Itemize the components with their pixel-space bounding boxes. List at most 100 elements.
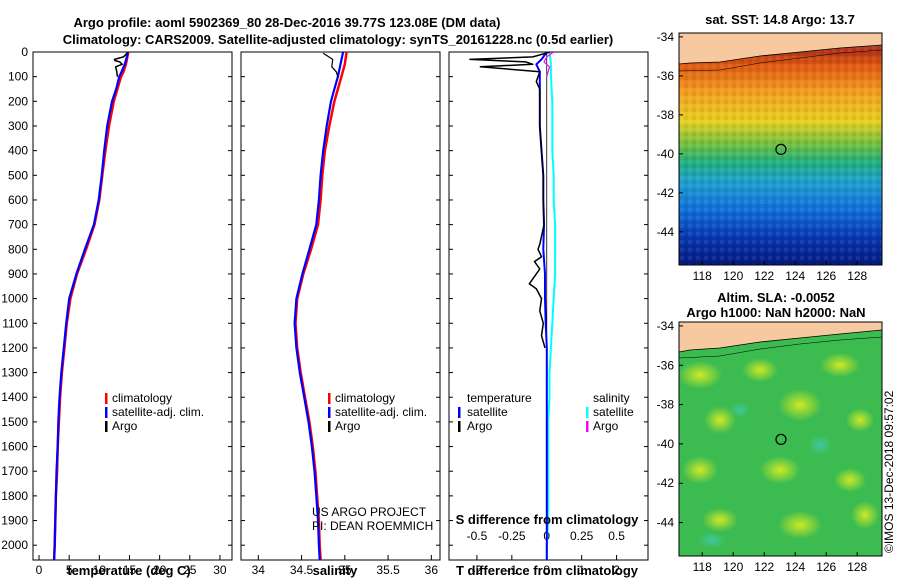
depth-tick-label: 1700 [1, 464, 28, 478]
legend-swatch [586, 421, 589, 432]
sla-map-frame [678, 321, 883, 557]
sst-map-axes: 118 120 122 124 126 128 -34 -36 -38 -40 -42 -44 [657, 30, 868, 283]
sla-anomaly-blob [742, 358, 778, 382]
sla-anomaly-blob [846, 408, 874, 432]
sst-map-texture [679, 33, 882, 265]
sla-map-blobs [678, 353, 879, 548]
diff-salinity-satellite-line [545, 52, 557, 560]
x-tick-label: -2 [472, 563, 483, 577]
temperature-series [52, 52, 130, 560]
legend-swatch [105, 407, 108, 418]
legend-swatch [105, 421, 108, 432]
map-x-tick-label: 124 [785, 269, 805, 283]
sst-map-panel: sat. SST: 14.8 Argo: 13.7 118 120 122 124 12… [657, 12, 883, 283]
salinity-frame [240, 51, 441, 561]
depth-tick-label: 100 [8, 70, 28, 84]
map-y-tick-label: -34 [657, 30, 675, 44]
sla-anomaly-blob [778, 389, 822, 421]
temperature-satellite-line [53, 52, 129, 560]
map-y-tick-label: -34 [657, 319, 675, 333]
salinity-xlabel: salinity [313, 563, 359, 578]
sla-map-axes: 118 120 122 124 126 128 -34 -36 -38 -40 -42 -44 [657, 319, 868, 574]
diff-salinity-argo-line [543, 52, 555, 77]
legend-label: climatology [335, 391, 395, 405]
sla-anomaly-blob [820, 353, 860, 377]
x-tick-label: 35 [338, 563, 352, 577]
map-x-tick-label: 128 [847, 269, 867, 283]
salinity-series [293, 52, 348, 560]
legend-label: Argo [593, 419, 619, 433]
figure-title-line1: Argo profile: aoml 5902369_80 28-Dec-201… [73, 15, 500, 30]
map-x-tick-label: 118 [693, 560, 712, 574]
legend-label: satellite [467, 405, 508, 419]
x-tick-label: 20 [153, 563, 167, 577]
sla-anomaly-blob [704, 406, 736, 434]
difference-s-label: S difference from climatology [456, 512, 640, 527]
map-y-tick-label: -44 [657, 516, 675, 530]
temperature-x-axis: 0 5 10 15 20 25 30 [36, 555, 227, 577]
diff-temperature-satellite-line [535, 52, 548, 560]
s-tick-label: 0.5 [608, 529, 625, 543]
legend-swatch [328, 407, 331, 418]
map-y-tick-label: -38 [657, 108, 675, 122]
x-tick-label: 5 [66, 563, 73, 577]
s-tick-label: -0.5 [467, 529, 488, 543]
map-x-tick-label: 126 [816, 560, 836, 574]
credit-line1: US ARGO PROJECT [312, 505, 427, 519]
depth-tick-label: 900 [8, 267, 28, 281]
sst-map-title: sat. SST: 14.8 Argo: 13.7 [705, 12, 855, 27]
legend-label: satellite-adj. clim. [112, 405, 204, 419]
temperature-climatology-line [52, 52, 130, 560]
depth-tick-label: 1500 [1, 415, 28, 429]
sla-map-title-line2: Argo h1000: NaN h2000: NaN [686, 305, 865, 320]
temperature-xlabel: temperature (deg C) [67, 563, 191, 578]
depth-tick-label: 1600 [1, 440, 28, 454]
difference-xlabel: T difference from climatology [456, 563, 639, 578]
x-tick-label: 15 [123, 563, 137, 577]
map-x-tick-label: 124 [785, 560, 805, 574]
sst-coastline [678, 44, 883, 65]
map-y-tick-label: -44 [657, 225, 675, 239]
map-x-tick-label: 120 [723, 560, 743, 574]
legend-swatch [328, 393, 331, 404]
figure-title-line2: Climatology: CARS2009. Satellite-adjuste… [63, 32, 614, 47]
diff-temperature-argo-line [469, 52, 551, 349]
sst-map-frame [678, 32, 883, 266]
legend-swatch [586, 407, 589, 418]
sla-anomaly-blob [702, 508, 738, 532]
sla-argo-location-marker [775, 433, 787, 445]
legend-label: climatology [112, 391, 172, 405]
legend-label: satellite [593, 405, 634, 419]
depth-tick-label: 600 [8, 193, 28, 207]
sla-map-title-line1: Altim. SLA: -0.0052 [717, 290, 835, 305]
depth-tick-label: 1200 [1, 341, 28, 355]
depth-tick-label: 1800 [1, 489, 28, 503]
depth-tick-label: 1400 [1, 390, 28, 404]
salinity-satellite-line [293, 52, 345, 560]
legend-swatch [105, 393, 108, 404]
legend-header-salinity: salinity [593, 391, 630, 405]
depth-tick-label: 500 [8, 168, 28, 182]
x-tick-label: 0 [543, 563, 550, 577]
map-x-tick-label: 128 [847, 560, 867, 574]
depth-tick-label: 1000 [1, 292, 28, 306]
map-y-tick-label: -40 [657, 147, 675, 161]
salinity-climatology-line [294, 52, 348, 560]
sla-anomaly-blob [698, 532, 726, 548]
sla-anomaly-blob [851, 501, 879, 529]
legend-label: satellite-adj. clim. [335, 405, 427, 419]
depth-axis: 0 100 200 300 400 500 600 700 800 900 1000 1100 1200… [1, 45, 28, 552]
legend-header-temperature: temperature [467, 391, 532, 405]
map-y-tick-label: -36 [657, 69, 675, 83]
sla-isobath [678, 336, 883, 359]
depth-tick-label: 2000 [1, 538, 28, 552]
x-tick-label: -1 [507, 563, 518, 577]
sst-argo-location-marker [775, 143, 787, 155]
legend-label: Argo [467, 419, 493, 433]
map-x-tick-label: 122 [754, 560, 774, 574]
depth-tick-label: 1900 [1, 514, 28, 528]
